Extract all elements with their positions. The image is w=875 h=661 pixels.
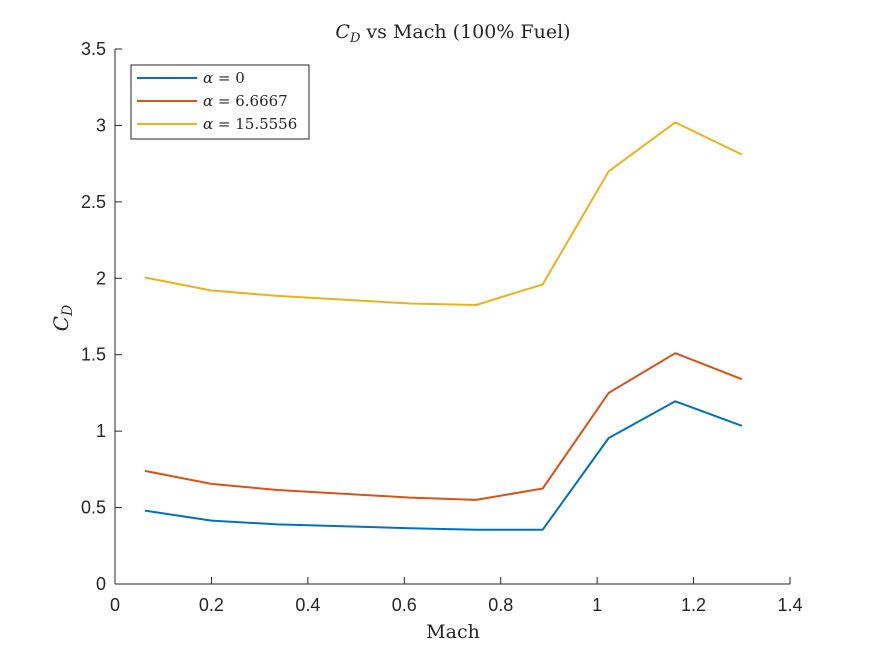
y-tick-label: 0: [96, 574, 106, 594]
title-symbol: C: [335, 21, 350, 43]
series-line-2: [144, 121, 743, 306]
x-axis-ticks: 0 0.2 0.4 0.6 0.8 1 1.2 1.4: [110, 577, 803, 615]
legend-label-2: α = 15.5556: [203, 115, 297, 133]
x-tick-label: 0: [110, 595, 120, 615]
x-tick-label: 0.6: [392, 595, 417, 615]
x-tick-label: 1.2: [681, 595, 706, 615]
legend-label-1: α = 6.6667: [203, 92, 288, 110]
y-tick-label: 1.5: [81, 345, 106, 365]
y-tick-label: 0.5: [81, 498, 106, 518]
x-tick-label: 1: [592, 595, 602, 615]
y-tick-label: 1: [96, 421, 106, 441]
y-tick-label: 2.5: [81, 192, 106, 212]
y-axis-title-symbol: C: [49, 316, 73, 331]
x-tick-label: 0.8: [488, 595, 513, 615]
x-axis-title: Mach: [426, 621, 480, 643]
y-axis-title-subscript: D: [60, 305, 76, 317]
x-tick-label: 1.4: [777, 595, 802, 615]
x-tick-label: 0.4: [295, 595, 320, 615]
series-lines: [144, 121, 743, 531]
title-rest: vs Mach (100% Fuel): [360, 21, 570, 43]
chart-title: CD vs Mach (100% Fuel): [335, 21, 570, 46]
series-line-0: [144, 400, 743, 531]
y-axis-ticks: 0 0.5 1 1.5 2 2.5 3 3.5: [81, 39, 122, 594]
y-axis-title: CD: [49, 305, 76, 332]
series-line-1: [144, 352, 743, 501]
x-tick-label: 0.2: [199, 595, 224, 615]
y-tick-label: 3.5: [81, 39, 106, 59]
y-tick-label: 2: [96, 268, 106, 288]
legend: α = 0 α = 6.6667 α = 15.5556: [130, 64, 310, 140]
title-subscript: D: [349, 31, 361, 46]
legend-entries: α = 0 α = 6.6667 α = 15.5556: [137, 69, 297, 133]
y-tick-label: 3: [96, 115, 106, 135]
legend-label-0: α = 0: [203, 69, 245, 87]
